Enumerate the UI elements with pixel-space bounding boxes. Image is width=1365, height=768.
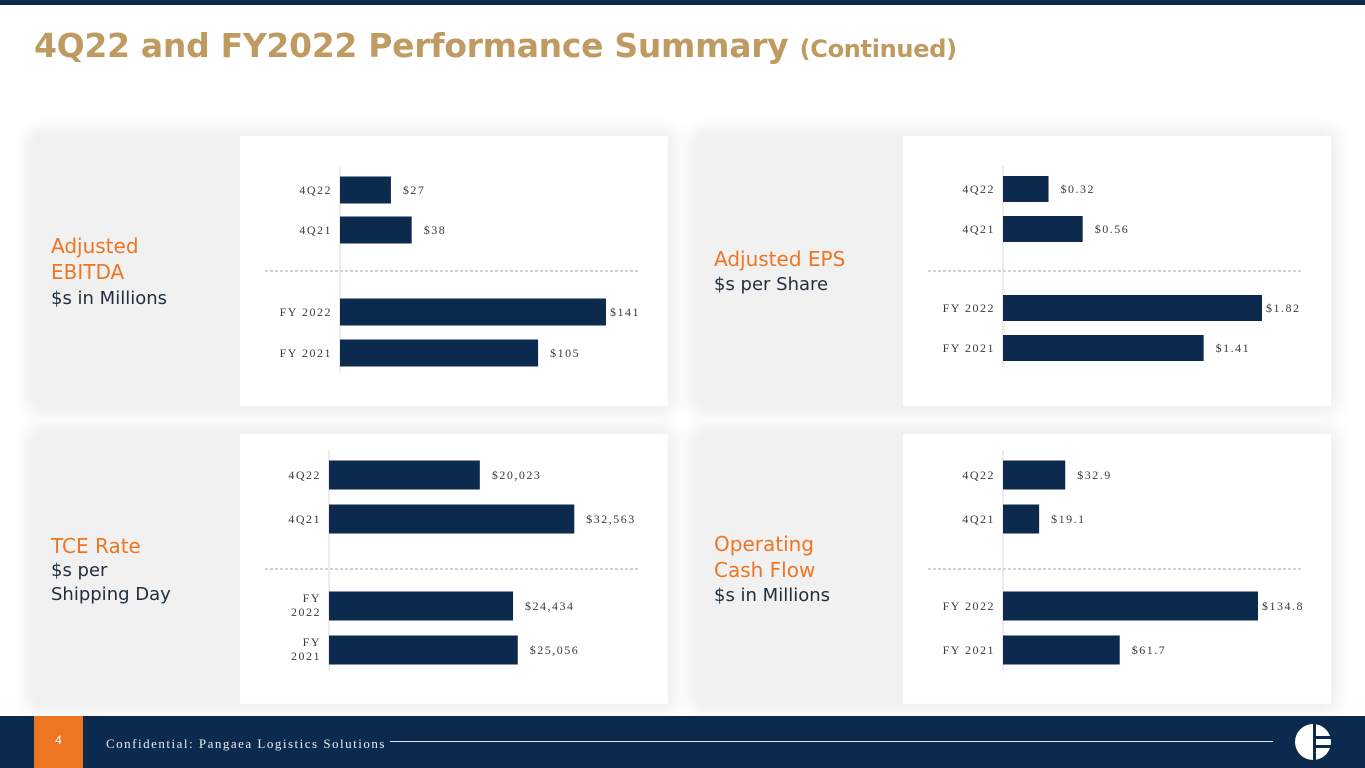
tce-category-4q21: 4Q21	[288, 512, 321, 526]
operating-cash-flow-unit: $s in Millions	[714, 584, 830, 608]
ocf-bar-fy-2022	[1003, 591, 1258, 621]
tce-rate-unit: $s per Shipping Day	[51, 559, 171, 607]
ebitda-bar-4q22	[340, 176, 391, 204]
page-number-box: 4	[34, 716, 83, 768]
tce-rate-card: TCE Rate $s per Shipping Day 4Q22 $20,023…	[34, 434, 668, 704]
eps-value-label-4q21: $0.56	[1095, 222, 1130, 236]
operating-cash-flow-chart: 4Q22 $32.9 4Q21 $19.1 FY 2022 $134.8 FY 2021 $6…	[928, 450, 1304, 671]
ocf-category-fy-2021: FY 2021	[943, 643, 995, 657]
adjusted-ebitda-unit: $s in Millions	[51, 287, 167, 311]
tce-bar-4q22	[329, 460, 480, 490]
eps-value-label-fy-2022: $1.82	[1266, 301, 1301, 315]
tce-category-fy-2021: FY 2021	[291, 635, 321, 663]
adjusted-eps-title: Adjusted EPS	[714, 246, 845, 272]
page-number: 4	[55, 733, 62, 747]
eps-category-fy-2021: FY 2021	[943, 341, 995, 355]
ocf-bar-4q22	[1003, 460, 1066, 490]
ocf-category-4q21: 4Q21	[962, 512, 995, 526]
eps-value-label-fy-2021: $1.41	[1216, 341, 1251, 355]
adjusted-eps-card: Adjusted EPS $s per Share 4Q22 $0.32 4Q21 $…	[697, 136, 1331, 406]
ebitda-value-label-fy-2022: $141	[610, 305, 640, 319]
ebitda-bar-4q21	[340, 216, 412, 244]
operating-cash-flow-label-panel: Operating Cash Flow $s in Millions	[697, 434, 903, 704]
ocf-value-label-4q22: $32.9	[1077, 468, 1112, 482]
top-accent-bar	[0, 0, 1365, 5]
ebitda-value-label-4q21: $38	[424, 223, 447, 237]
company-logo-icon	[1295, 723, 1332, 761]
adjusted-eps-chart: 4Q22 $0.32 4Q21 $0.56 FY 2022 $1.82 FY 2021 $1.…	[928, 166, 1303, 367]
eps-category-4q22: 4Q22	[962, 182, 995, 196]
tce-rate-label-panel: TCE Rate $s per Shipping Day	[34, 434, 240, 704]
ebitda-category-4q22: 4Q22	[299, 183, 332, 197]
ebitda-value-label-fy-2021: $105	[550, 346, 580, 360]
ebitda-value-label-4q22: $27	[403, 183, 426, 197]
ebitda-category-4q21: 4Q21	[299, 223, 332, 237]
adjusted-ebitda-label-panel: Adjusted EBITDA $s in Millions	[34, 136, 240, 406]
ocf-category-4q22: 4Q22	[962, 468, 995, 482]
ocf-bar-4q21	[1003, 504, 1040, 534]
eps-bar-4q21	[1003, 216, 1083, 242]
page-title: 4Q22 and FY2022 Performance Summary (Con…	[34, 26, 957, 65]
ebitda-bar-fy-2022	[340, 298, 606, 326]
tce-category-fy-2022: FY 2022	[291, 591, 321, 619]
ebitda-category-fy-2022: FY 2022	[280, 305, 332, 319]
adjusted-ebitda-card: Adjusted EBITDA $s in Millions 4Q22 $27 4Q…	[34, 136, 668, 406]
eps-bar-fy-2022	[1003, 295, 1262, 321]
page-title-main: 4Q22 and FY2022 Performance Summary	[34, 26, 789, 65]
adjusted-ebitda-title: Adjusted EBITDA	[51, 233, 139, 285]
eps-value-label-4q22: $0.32	[1061, 182, 1096, 196]
ebitda-category-fy-2021: FY 2021	[280, 346, 332, 360]
operating-cash-flow-title-line-1: Operating	[714, 532, 814, 556]
tce-bar-4q21	[329, 504, 575, 534]
eps-bar-fy-2021	[1003, 335, 1204, 361]
adjusted-eps-title-line-1: Adjusted EPS	[714, 247, 846, 271]
adjusted-ebitda-title-line-2: EBITDA	[51, 260, 125, 284]
tce-rate-title: TCE Rate	[51, 533, 141, 559]
operating-cash-flow-title-line-2: Cash Flow	[714, 558, 816, 582]
tce-bar-fy-2021	[329, 635, 518, 665]
ocf-value-label-fy-2021: $61.7	[1132, 643, 1166, 657]
footer-divider	[390, 741, 1273, 742]
operating-cash-flow-title: Operating Cash Flow	[714, 531, 815, 583]
eps-category-fy-2022: FY 2022	[943, 301, 995, 315]
operating-cash-flow-unit-line-1: $s in Millions	[714, 585, 831, 606]
adjusted-ebitda-unit-line-1: $s in Millions	[51, 288, 168, 309]
confidential-notice: Confidential: Pangaea Logistics Solution…	[106, 736, 386, 751]
tce-bar-fy-2022	[329, 591, 514, 621]
eps-category-4q21: 4Q21	[962, 222, 995, 236]
tce-value-label-fy-2021: $25,056	[530, 643, 580, 657]
tce-category-4q22: 4Q22	[288, 468, 321, 482]
adjusted-eps-label-panel: Adjusted EPS $s per Share	[697, 136, 903, 406]
ocf-value-label-fy-2022: $134.8	[1262, 599, 1304, 613]
ocf-bar-fy-2021	[1003, 635, 1120, 665]
operating-cash-flow-card: Operating Cash Flow $s in Millions 4Q22 $…	[697, 434, 1331, 704]
tce-value-label-4q22: $20,023	[492, 468, 542, 482]
footer-bar: 4 Confidential: Pangaea Logistics Soluti…	[0, 716, 1365, 768]
adjusted-eps-unit-line-1: $s per Share	[714, 274, 829, 295]
tce-rate-unit-line-1: $s per	[51, 560, 108, 581]
tce-value-label-fy-2022: $24,434	[525, 599, 575, 613]
eps-bar-4q22	[1003, 176, 1049, 202]
tce-rate-title-line-1: TCE Rate	[51, 534, 141, 558]
ocf-category-fy-2022: FY 2022	[943, 599, 995, 613]
ebitda-bar-fy-2021	[340, 339, 539, 367]
adjusted-eps-unit: $s per Share	[714, 273, 828, 297]
tce-rate-chart: 4Q22 $20,023 4Q21 $32,563 FY 2022 $24,434 FY 202…	[265, 450, 640, 671]
adjusted-ebitda-title-line-1: Adjusted	[51, 234, 139, 258]
page-title-sub: (Continued)	[799, 35, 957, 63]
tce-rate-unit-line-2: Shipping Day	[51, 584, 171, 605]
tce-value-label-4q21: $32,563	[586, 512, 636, 526]
adjusted-ebitda-chart: 4Q22 $27 4Q21 $38 FY 2022 $141 FY 2021 $105	[265, 166, 640, 373]
ocf-value-label-4q21: $19.1	[1051, 512, 1086, 526]
